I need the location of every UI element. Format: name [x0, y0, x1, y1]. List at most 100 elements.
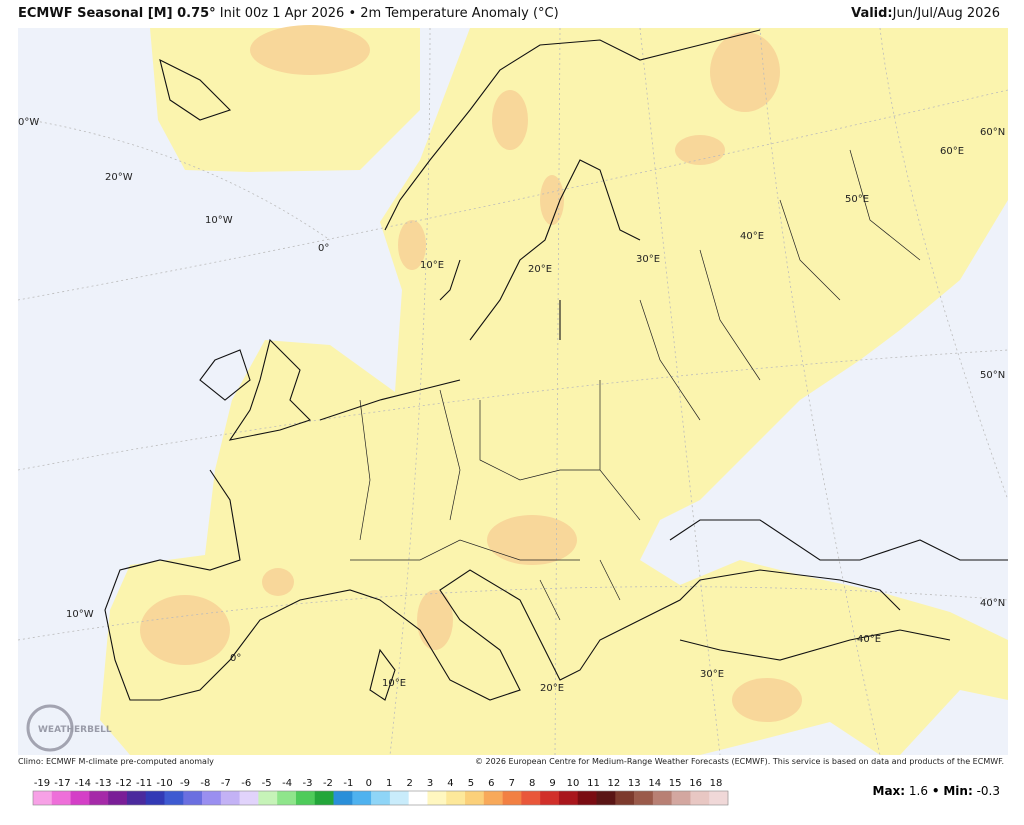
- min-value: -0.3: [976, 784, 1000, 798]
- logo-text: WEATHERBELL: [38, 725, 112, 735]
- map-label: 40°E: [740, 231, 764, 242]
- colorbar-label: 11: [587, 778, 600, 789]
- colorbar-swatch: [521, 791, 541, 805]
- valid-label: Valid:: [851, 6, 893, 21]
- colorbar-label: 5: [468, 778, 474, 789]
- map-label: 20°E: [528, 264, 552, 275]
- copyright: © 2026 European Centre for Medium-Range …: [475, 757, 1004, 766]
- coastline: [669, 519, 1008, 661]
- colorbar-label: -1: [343, 778, 353, 789]
- colorbar-swatch: [126, 791, 147, 805]
- climo-note: Climo: ECMWF M-climate pre-computed anom…: [18, 757, 214, 766]
- colorbar-frame: [32, 790, 729, 806]
- colorbar-swatch: [371, 791, 391, 805]
- colorbar-swatch: [465, 791, 485, 805]
- max-value: 1.6: [908, 784, 929, 798]
- map-label: 30°E: [700, 669, 724, 680]
- colorbar-label: -3: [303, 778, 313, 789]
- colorbar-label: -9: [180, 778, 190, 789]
- colorbar-swatch: [615, 791, 635, 805]
- map-label: 50°E: [845, 194, 869, 205]
- colorbar-swatch: [333, 791, 353, 805]
- colorbar-label: -19: [34, 778, 50, 789]
- colorbar-label: -14: [75, 778, 91, 789]
- colorbar-swatch: [352, 791, 372, 805]
- map-label: 0°W: [18, 117, 39, 128]
- colorbar-swatch: [577, 791, 597, 805]
- graticule: [17, 27, 1009, 756]
- colorbar-swatch: [634, 791, 654, 805]
- colorbar-swatch: [502, 791, 522, 805]
- colorbar-label: 10: [567, 778, 580, 789]
- map-label: 0°: [318, 243, 329, 254]
- warm-patch: [398, 220, 426, 270]
- map-label: 10°W: [66, 609, 94, 620]
- anomaly-area: [100, 28, 1008, 755]
- graticule-line: [759, 27, 881, 756]
- graticule-line: [639, 27, 721, 756]
- colorbar-swatch: [408, 791, 428, 805]
- colorbar-swatch: [709, 791, 729, 805]
- map-label: 60°E: [940, 146, 964, 157]
- colorbar-swatch: [145, 791, 165, 805]
- map-label: 30°E: [636, 254, 660, 265]
- warm-patch: [732, 678, 802, 722]
- max-min: Max: 1.6 • Min: -0.3: [873, 784, 1000, 798]
- colorbar-swatch: [483, 791, 503, 805]
- graticule-line: [879, 27, 1009, 501]
- map-label: 10°E: [382, 678, 406, 689]
- colorbar-label: -4: [282, 778, 292, 789]
- warm-patches: [140, 25, 802, 722]
- colorbar-label: 6: [488, 778, 494, 789]
- colorbar-label: -6: [241, 778, 251, 789]
- title-rest: Init 00z 1 Apr 2026 • 2m Temperature Ano…: [219, 6, 559, 21]
- colorbar-swatch: [89, 791, 109, 805]
- warm-patch: [710, 32, 780, 112]
- map-label: 40°E: [857, 634, 881, 645]
- warm-patch: [487, 515, 577, 565]
- warm-patch: [492, 90, 528, 150]
- colorbar-swatch: [277, 791, 297, 805]
- colorbar-swatch: [108, 791, 128, 805]
- colorbar-swatch: [558, 791, 579, 805]
- colorbar-label: -10: [156, 778, 172, 789]
- colorbar-label: 7: [509, 778, 515, 789]
- colorbar-swatch: [314, 791, 334, 805]
- colorbar-label: 14: [648, 778, 661, 789]
- colorbar-swatch: [220, 791, 240, 805]
- colorbar-label: 4: [447, 778, 453, 789]
- colorbar-swatch: [690, 791, 710, 805]
- colorbar-label: -13: [95, 778, 111, 789]
- coastlines: [104, 29, 1008, 701]
- colorbar-label: 12: [608, 778, 621, 789]
- warm-patch: [540, 175, 564, 225]
- colorbar-swatch: [239, 791, 259, 805]
- colorbar-label: 0: [366, 778, 372, 789]
- colorbar-label: -7: [221, 778, 231, 789]
- map-label: 40°N: [980, 598, 1005, 609]
- warm-patch: [250, 25, 370, 75]
- border: [350, 149, 921, 621]
- colorbar-swatch: [51, 791, 71, 805]
- anomaly-area-low: [660, 310, 1008, 620]
- graticule-line: [17, 89, 1009, 301]
- colorbar-label: -5: [262, 778, 272, 789]
- valid-value: Jun/Jul/Aug 2026: [892, 6, 1000, 21]
- colorbar-label: 8: [529, 778, 535, 789]
- colorbar-swatch: [596, 791, 616, 805]
- map-label: 10°E: [420, 260, 444, 271]
- map-label: 20°W: [105, 172, 133, 183]
- colorbar-label: 9: [549, 778, 555, 789]
- graticule-line: [554, 27, 561, 756]
- colorbar-label: -12: [116, 778, 132, 789]
- map-label: 60°N: [980, 127, 1005, 138]
- colorbar-swatch: [33, 791, 53, 805]
- colorbar: -19 -17 -14 -13 -12 -11 -10 -9 -8 -7 -6 -5 -4 -3 -2 -1 0…: [32, 778, 729, 806]
- colorbar-label: 1: [386, 778, 392, 789]
- colorbar-label: 15: [669, 778, 682, 789]
- header-valid: Valid:Jun/Jul/Aug 2026: [851, 6, 1000, 21]
- colorbar-label: -11: [136, 778, 152, 789]
- map-label: 20°E: [540, 683, 564, 694]
- warm-patch: [675, 135, 725, 165]
- coastline: [199, 338, 312, 441]
